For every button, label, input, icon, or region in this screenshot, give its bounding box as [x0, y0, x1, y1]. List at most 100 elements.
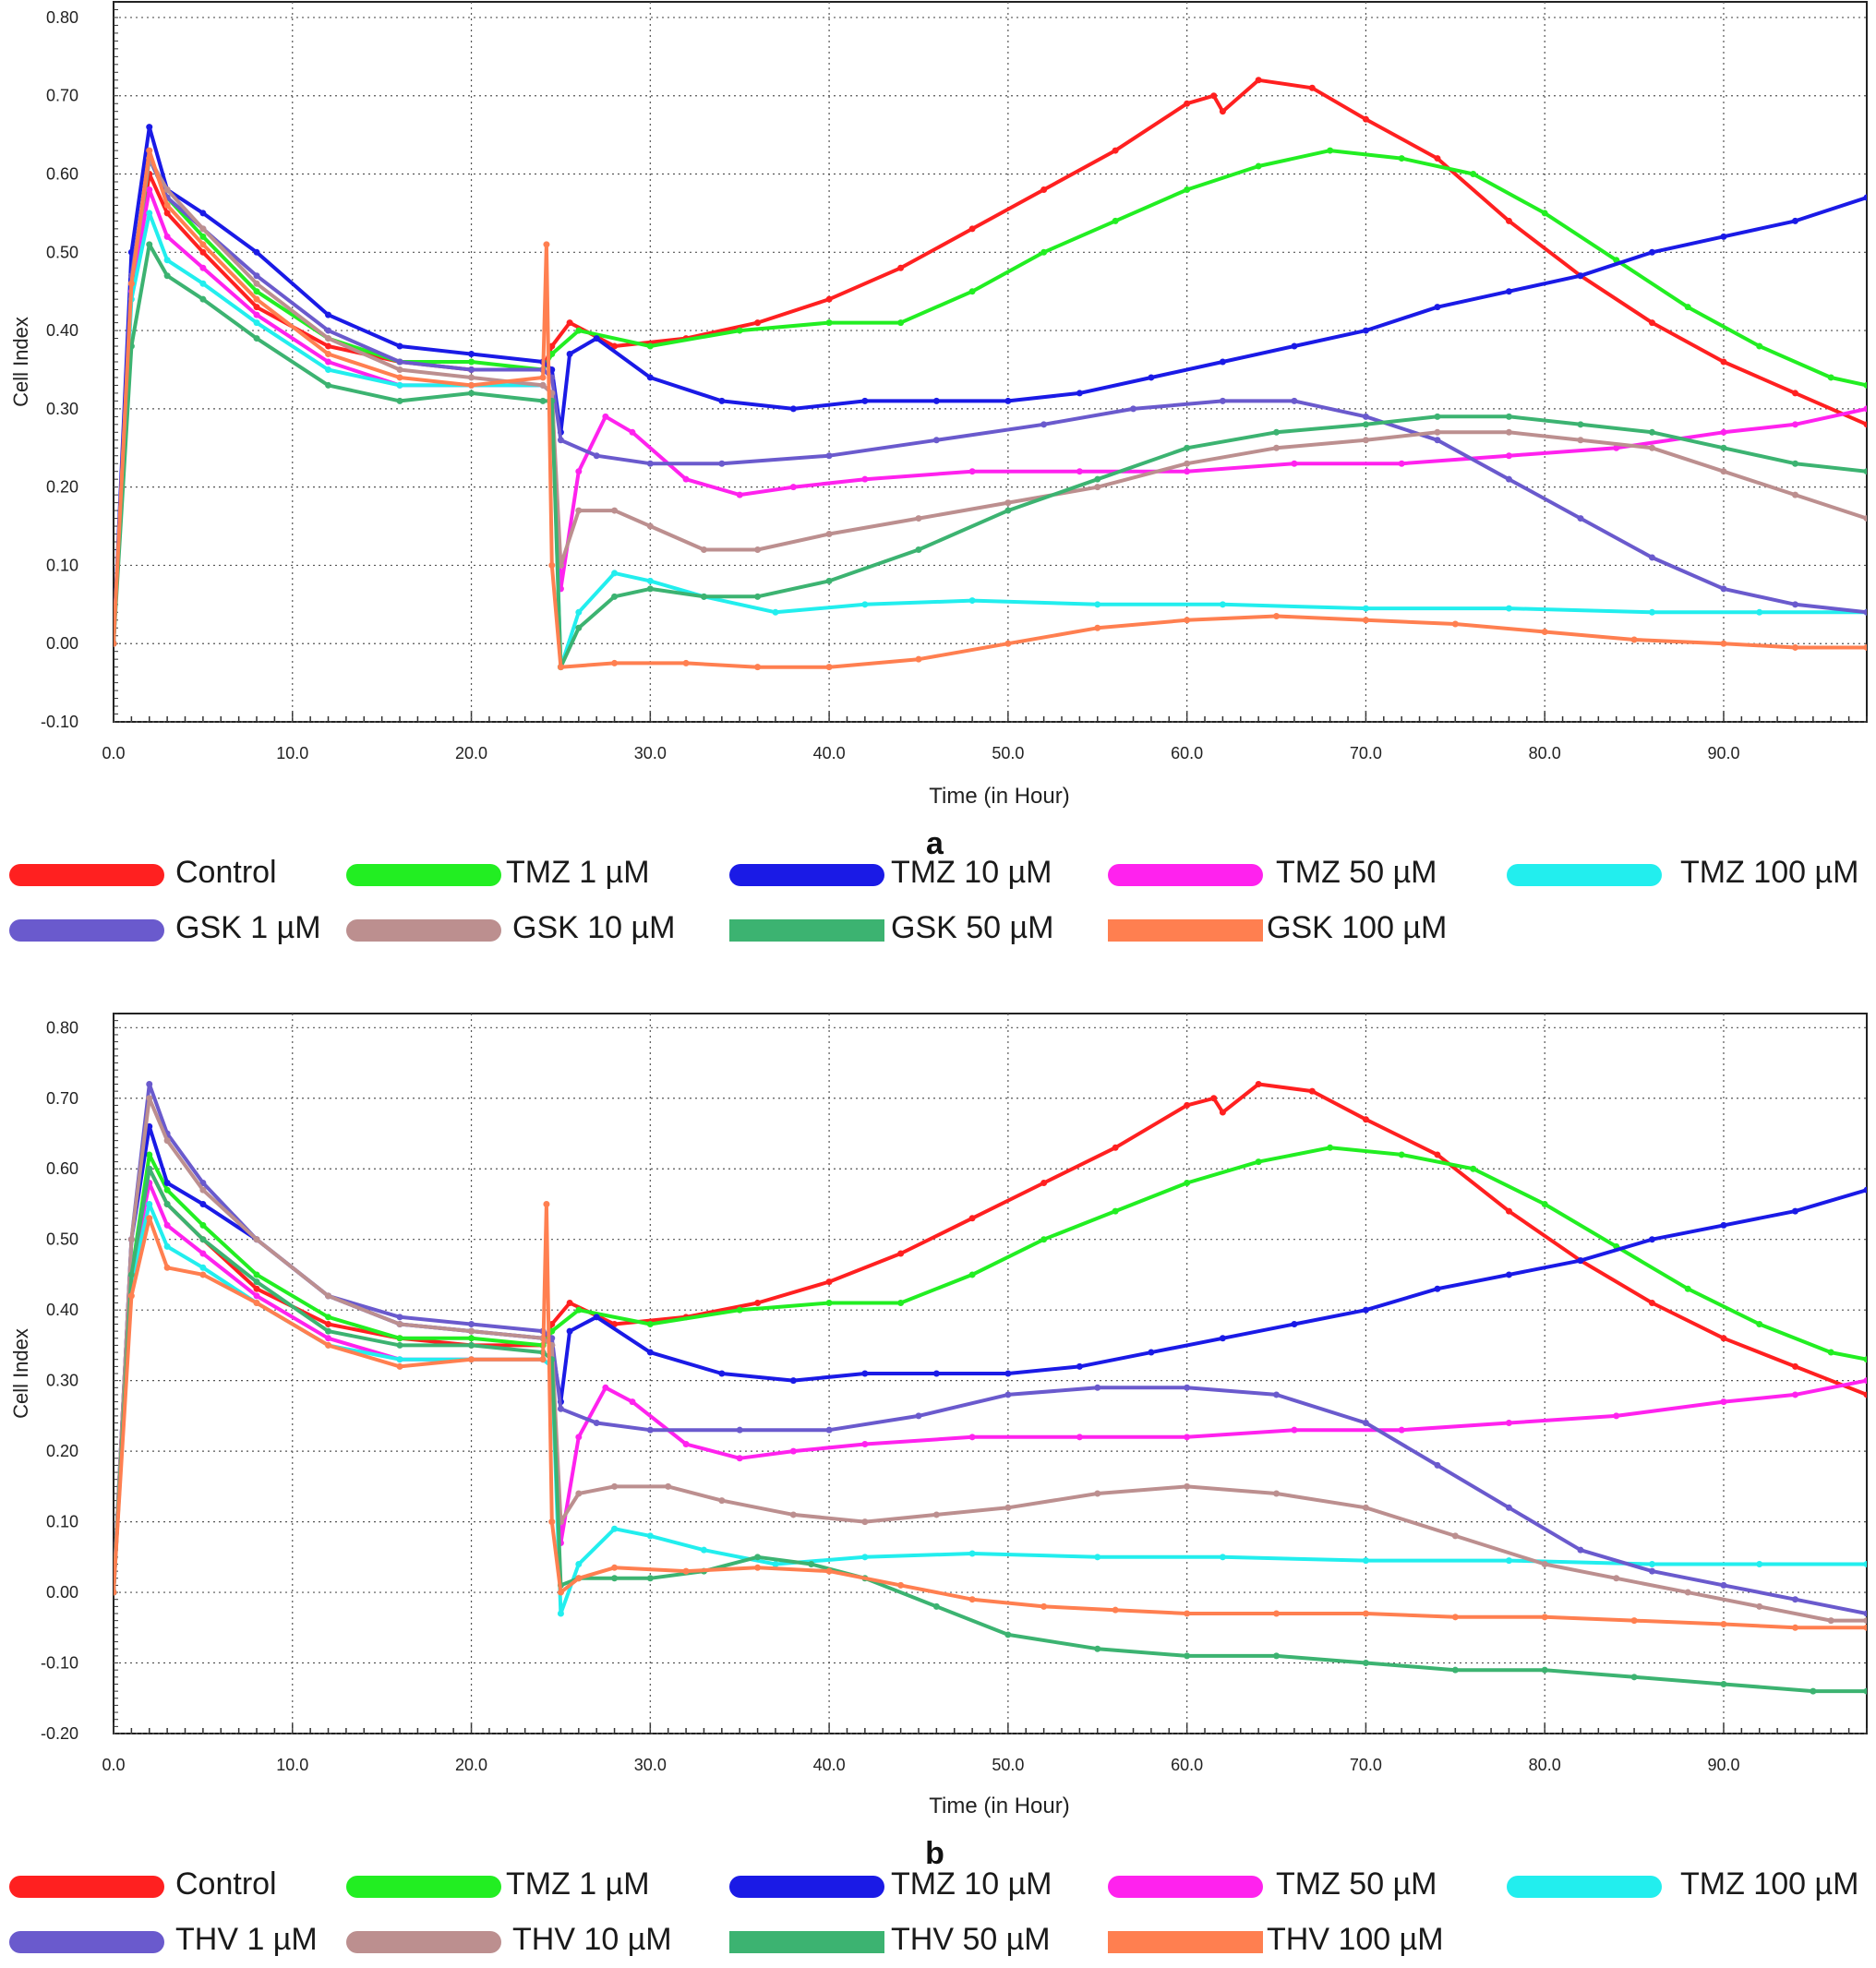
data-point-tmz-10-um: [1004, 397, 1012, 404]
data-point-gsk-100-um: [163, 201, 171, 209]
data-point-gsk-10-um: [325, 335, 332, 342]
data-point-tmz-10-um: [1577, 1257, 1584, 1265]
data-point-tmz-50-um: [1863, 1377, 1867, 1385]
data-point-tmz-100-um: [1863, 1560, 1867, 1567]
data-point-thv-1-um: [1434, 1461, 1441, 1469]
data-point-control: [1040, 1180, 1048, 1187]
data-point-tmz-1-um: [1112, 1207, 1119, 1215]
data-point-tmz-100-um: [646, 577, 654, 584]
data-point-control: [1648, 1300, 1655, 1307]
data-point-tmz-1-um: [1863, 381, 1867, 389]
x-tick-label: 70.0: [1350, 744, 1382, 762]
data-point-gsk-100-um: [1273, 613, 1281, 620]
data-point-gsk-100-um: [1362, 617, 1369, 624]
data-point-thv-10-um: [1541, 1560, 1548, 1567]
data-point-tmz-10-um: [1720, 233, 1727, 240]
panel-caption: a: [926, 826, 944, 861]
data-point-tmz-100-um: [1094, 601, 1101, 608]
data-point-tmz-50-um: [736, 491, 743, 498]
data-point-tmz-100-um: [199, 1264, 207, 1271]
data-point-thv-1-um: [1863, 1610, 1867, 1617]
data-point-tmz-100-um: [861, 601, 869, 608]
data-point-tmz-10-um: [1076, 390, 1083, 397]
x-tick-label: 0.0: [102, 1756, 125, 1774]
data-point-thv-50-um: [646, 1575, 654, 1582]
data-point-tmz-10-um: [789, 405, 797, 413]
data-point-tmz-100-um: [1219, 1554, 1226, 1561]
data-point-gsk-50-um: [1273, 428, 1281, 436]
data-point-tmz-10-um: [932, 1370, 940, 1377]
data-point-thv-100-um: [575, 1575, 583, 1582]
data-point-tmz-10-um: [566, 1327, 573, 1335]
x-tick-label: 70.0: [1350, 1756, 1382, 1774]
data-point-thv-100-um: [543, 1200, 550, 1207]
data-point-tmz-50-um: [1076, 468, 1083, 475]
y-tick-label: 0.50: [46, 1230, 78, 1249]
data-point-tmz-10-um: [1434, 304, 1441, 311]
data-point-tmz-50-um: [861, 1440, 869, 1447]
data-point-thv-10-um: [1184, 1482, 1191, 1490]
data-point-tmz-100-um: [1094, 1554, 1101, 1561]
data-point-thv-50-um: [199, 1236, 207, 1243]
data-point-tmz-50-um: [789, 484, 797, 491]
data-point-gsk-1-um: [646, 460, 654, 467]
legend-label-gsk-10-um: GSK 10 µM: [512, 910, 676, 945]
x-tick-label: 30.0: [634, 744, 667, 762]
data-point-gsk-100-um: [114, 640, 117, 647]
data-point-tmz-10-um: [861, 1370, 869, 1377]
data-point-tmz-50-um: [861, 475, 869, 483]
data-point-tmz-50-um: [1505, 452, 1512, 460]
data-point-tmz-10-um: [1148, 1349, 1155, 1356]
data-point-tmz-1-um: [1541, 1200, 1548, 1207]
data-point-control: [566, 1300, 573, 1307]
y-tick-label: 0.80: [46, 1018, 78, 1037]
data-point-thv-100-um: [968, 1596, 976, 1603]
data-point-gsk-10-um: [611, 507, 619, 514]
data-point-tmz-50-um: [1184, 1434, 1191, 1441]
data-point-tmz-100-um: [163, 1242, 171, 1250]
data-point-control: [325, 1320, 332, 1327]
legend-label-tmz-50-um: TMZ 50 µM: [1276, 855, 1437, 890]
data-point-gsk-1-um: [253, 272, 260, 280]
data-point-tmz-100-um: [1648, 1560, 1655, 1567]
legend-label-tmz-10-um: TMZ 10 µM: [891, 1866, 1052, 1902]
legend-label-thv-1-um: THV 1 µM: [175, 1922, 318, 1957]
data-point-tmz-10-um: [1362, 1306, 1369, 1314]
data-point-gsk-1-um: [1505, 475, 1512, 483]
legend-label-gsk-1-um: GSK 1 µM: [175, 910, 321, 945]
data-point-control: [253, 304, 260, 311]
data-point-gsk-100-um: [199, 241, 207, 248]
data-point-thv-10-um: [146, 1095, 153, 1102]
data-point-tmz-10-um: [1219, 358, 1226, 366]
data-point-tmz-100-um: [325, 366, 332, 373]
data-point-thv-50-um: [1094, 1645, 1101, 1652]
data-point-tmz-50-um: [253, 311, 260, 318]
data-point-tmz-1-um: [1112, 217, 1119, 224]
legend-swatch-tmz-1-um: [346, 864, 501, 886]
data-point-gsk-50-um: [915, 546, 922, 553]
data-point-tmz-10-um: [1505, 1271, 1512, 1278]
data-point-tmz-50-um: [629, 428, 636, 436]
data-point-gsk-10-um: [1720, 468, 1727, 475]
data-point-tmz-50-um: [1291, 460, 1298, 467]
data-point-control: [1505, 1207, 1512, 1215]
data-point-gsk-10-um: [646, 522, 654, 530]
data-point-tmz-1-um: [1327, 147, 1334, 154]
data-point-tmz-100-um: [646, 1532, 654, 1540]
data-point-gsk-100-um: [1720, 640, 1727, 647]
data-point-gsk-50-um: [163, 272, 171, 280]
data-point-tmz-1-um: [1184, 186, 1191, 193]
data-point-tmz-10-um: [789, 1377, 797, 1385]
data-point-tmz-1-um: [968, 288, 976, 295]
data-point-thv-10-um: [861, 1518, 869, 1526]
data-point-tmz-50-um: [602, 413, 609, 420]
data-point-thv-10-um: [932, 1511, 940, 1518]
data-point-tmz-50-um: [1184, 468, 1191, 475]
data-point-thv-1-um: [1004, 1391, 1012, 1398]
data-point-gsk-100-um: [543, 241, 550, 248]
data-point-gsk-50-um: [396, 397, 403, 404]
data-point-tmz-50-um: [163, 1221, 171, 1229]
data-point-tmz-50-um: [1720, 428, 1727, 436]
data-point-tmz-1-um: [1756, 342, 1763, 350]
data-point-thv-1-um: [915, 1412, 922, 1420]
